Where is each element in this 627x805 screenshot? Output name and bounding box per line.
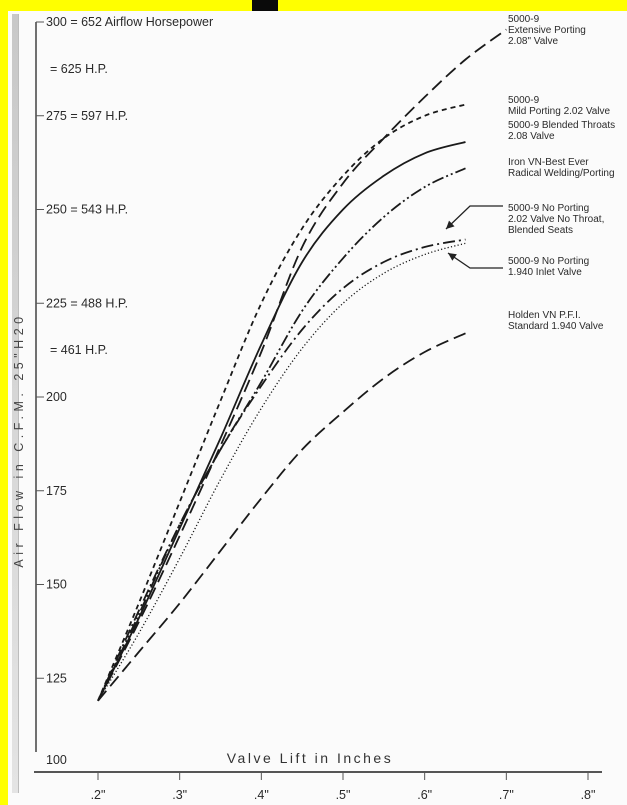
legend-layer: 5000-9 Extensive Porting 2.08" Valve 5000-9…: [445, 14, 615, 332]
legend-label-2: 5000-9 Mild Porting 2.02 Valve: [508, 95, 611, 117]
series-line-5: [97, 238, 466, 702]
series-line-4: [97, 167, 466, 702]
axes-layer: 300 = 652 Airflow Horsepower 275 = 597 H.…: [34, 15, 602, 802]
hp-annotation: = 625 H.P.: [50, 62, 108, 76]
y-tick-label: 150: [46, 578, 67, 592]
y-tick-label: 300 = 652 Airflow Horsepower: [46, 15, 213, 29]
x-tick-label: .4": [254, 788, 269, 802]
y-tick-label: 175: [46, 484, 67, 498]
top-black-tab: [252, 0, 278, 11]
y-tick-label: 250 = 543 H.P.: [46, 203, 128, 217]
series-line-7: [97, 332, 466, 702]
hp-annotation: = 461 H.P.: [50, 343, 108, 357]
series-line-6: [97, 242, 466, 702]
series-layer: [97, 28, 507, 702]
x-axis-title: Valve Lift in Inches: [227, 750, 393, 766]
y-tick-label: 125: [46, 671, 67, 685]
y-tick-label: 225 = 488 H.P.: [46, 296, 128, 310]
y-axis-title: Air Flow in C.F.M. 25"H20: [12, 312, 26, 567]
legend-pointer-6: [447, 252, 503, 269]
x-tick-label: .6": [417, 788, 432, 802]
x-tick-label: .8": [581, 788, 596, 802]
labels-layer: Valve Lift in Inches Air Flow in C.F.M. …: [12, 312, 393, 766]
legend-pointer-5: [445, 205, 503, 230]
legend-label-5: 5000-9 No Porting 2.02 Valve No Throat, Bl…: [508, 203, 604, 236]
x-tick-label: .7": [499, 788, 514, 802]
x-tick-label: .3": [172, 788, 187, 802]
left-ruler-bar: [12, 14, 19, 793]
y-tick-label: 200: [46, 390, 67, 404]
legend-arrowhead-6: [448, 253, 457, 261]
y-tick-label: 275 = 597 H.P.: [46, 109, 128, 123]
series-line-1: [97, 28, 507, 702]
legend-label-3: 5000-9 Blended Throats 2.08 Valve: [508, 120, 615, 142]
y-tick-label: 100: [46, 753, 67, 767]
legend-label-1: 5000-9 Extensive Porting 2.08" Valve: [508, 14, 586, 47]
series-line-2: [97, 103, 466, 702]
legend-label-4: Iron VN-Best Ever Radical Welding/Porting: [508, 157, 615, 179]
x-tick-label: .5": [336, 788, 351, 802]
x-tick-label: .2": [91, 788, 106, 802]
series-line-3: [97, 141, 466, 702]
legend-label-6: 5000-9 No Porting 1.940 Inlet Valve: [508, 256, 589, 278]
legend-label-7: Holden VN P.F.I. Standard 1.940 Valve: [508, 310, 604, 332]
legend-arrowhead-5: [446, 220, 455, 229]
